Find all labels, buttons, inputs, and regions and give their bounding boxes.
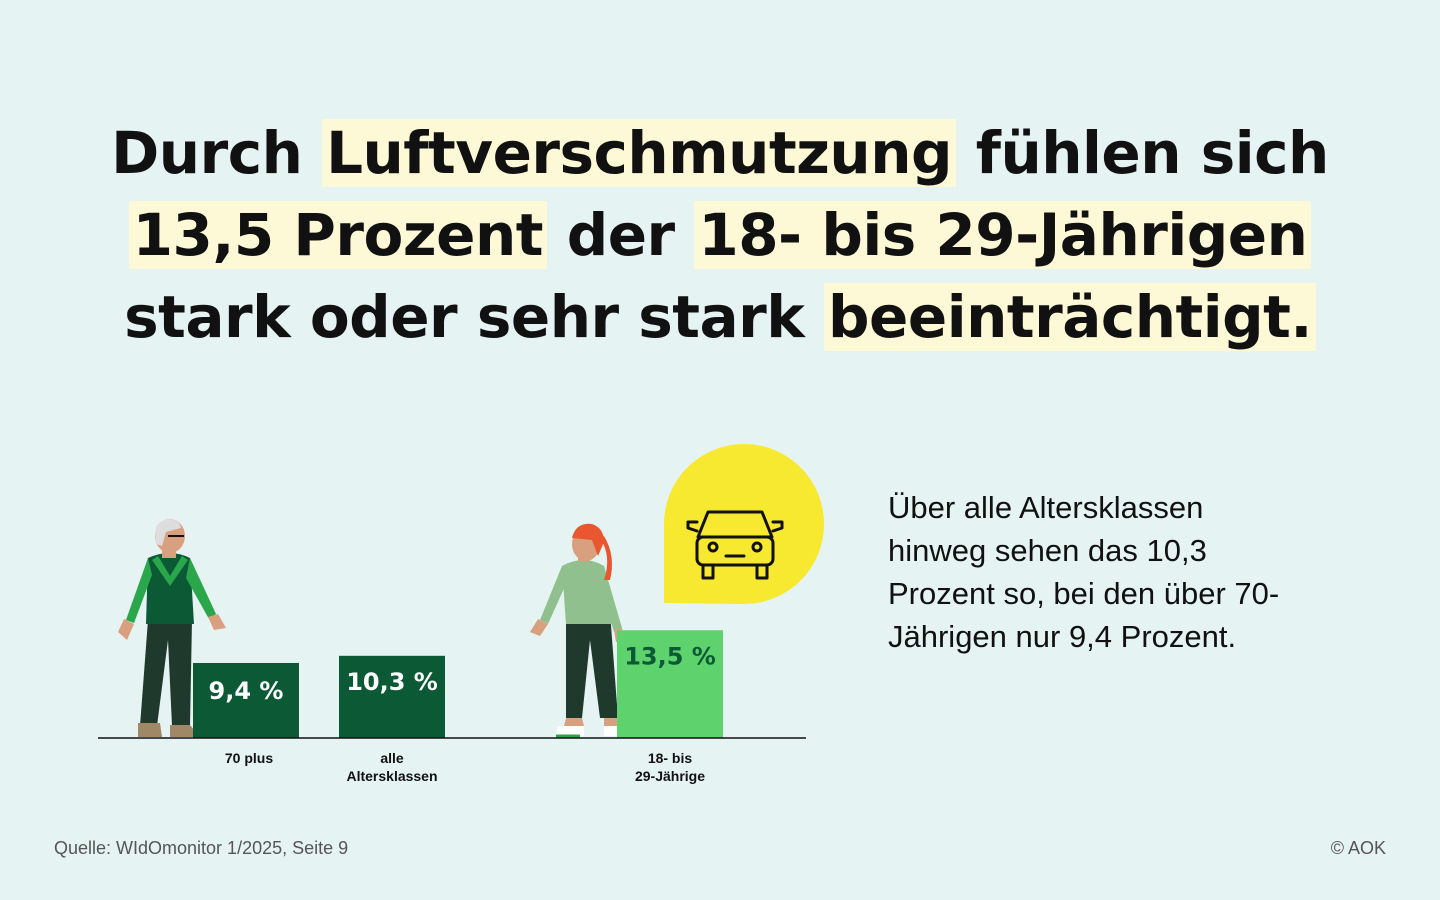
category-label-3-line-1: 18- bis	[648, 750, 693, 766]
category-label-1-line-1: 70 plus	[225, 750, 273, 766]
copyright: © AOK	[1330, 838, 1386, 858]
bar-3	[617, 630, 723, 738]
bar-2	[339, 655, 445, 738]
headline-line-1: Durch Luftverschmutzung fühlen sich	[111, 119, 1329, 187]
highlight-pollution: Luftverschmutzung	[322, 119, 957, 187]
category-label-2-line-2: Altersklassen	[346, 768, 437, 784]
category-label-3-line-2: 29-Jährige	[635, 768, 705, 784]
young-person-illustration	[530, 523, 634, 738]
headline-line-2: 13,5 Prozent der 18- bis 29-Jährigen	[128, 201, 1312, 269]
category-label-2-line-1: alle	[380, 750, 404, 766]
highlight-percent: 13,5 Prozent	[128, 201, 547, 269]
side-text: Über alle Altersklassen hinweg sehen das…	[888, 490, 1280, 654]
car-icon	[686, 510, 784, 580]
source-note: Quelle: WIdOmonitor 1/2025, Seite 9	[54, 838, 349, 858]
highlight-impaired: beeinträchtigt.	[824, 283, 1316, 351]
bar-value-label-2: 10,3 %	[346, 668, 438, 696]
bar-value-label-3: 13,5 %	[624, 642, 716, 670]
speech-bubble	[664, 444, 824, 604]
headline: Durch Luftverschmutzung fühlen sich 13,5…	[0, 112, 1440, 358]
senior-person-illustration	[118, 519, 226, 737]
bar-1	[193, 662, 299, 738]
highlight-age-group: 18- bis 29-Jährigen	[694, 201, 1312, 269]
category-labels: 70 plus alle Altersklassen 18- bis 29-Jährig…	[225, 750, 705, 784]
headline-line-3: stark oder sehr stark beeinträchtigt.	[124, 283, 1316, 351]
bar-value-label-1: 9,4 %	[209, 677, 284, 705]
bars-group: 9,4 % 10,3 % 13,5 %	[193, 630, 723, 738]
